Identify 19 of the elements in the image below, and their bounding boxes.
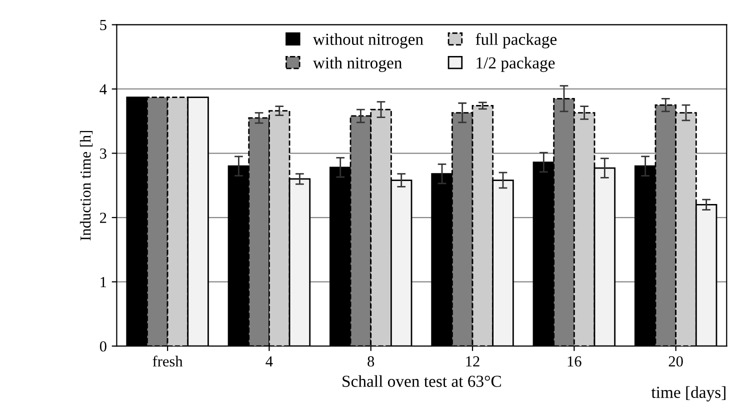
legend-label: full package — [476, 33, 557, 48]
x-tick-label: 4 — [266, 356, 273, 366]
legend-label: 1/2 package — [476, 56, 555, 72]
y-tick-label: 2 — [100, 212, 106, 223]
legend-label: without nitrogen — [312, 33, 424, 48]
x-tick-label: 20 — [668, 356, 683, 367]
y-tick-label: 4 — [100, 84, 107, 94]
y-tick-label: 5 — [100, 20, 106, 30]
legend-label: with nitrogen — [312, 56, 402, 72]
y-tick-label: 0 — [100, 341, 106, 352]
x-tick-label: 12 — [466, 356, 480, 366]
y-axis-title: Induction time [h] — [80, 130, 93, 240]
x-axis-title: Schall oven test at 63°C — [342, 375, 501, 387]
x-tick-label: 8 — [368, 356, 374, 367]
y-tick-label: 1 — [100, 277, 106, 288]
x-tick-label: fresh — [152, 356, 183, 367]
x-tick-label: 16 — [568, 356, 582, 367]
y-tick-label: 3 — [100, 148, 106, 159]
text: time [days] — [651, 386, 726, 402]
